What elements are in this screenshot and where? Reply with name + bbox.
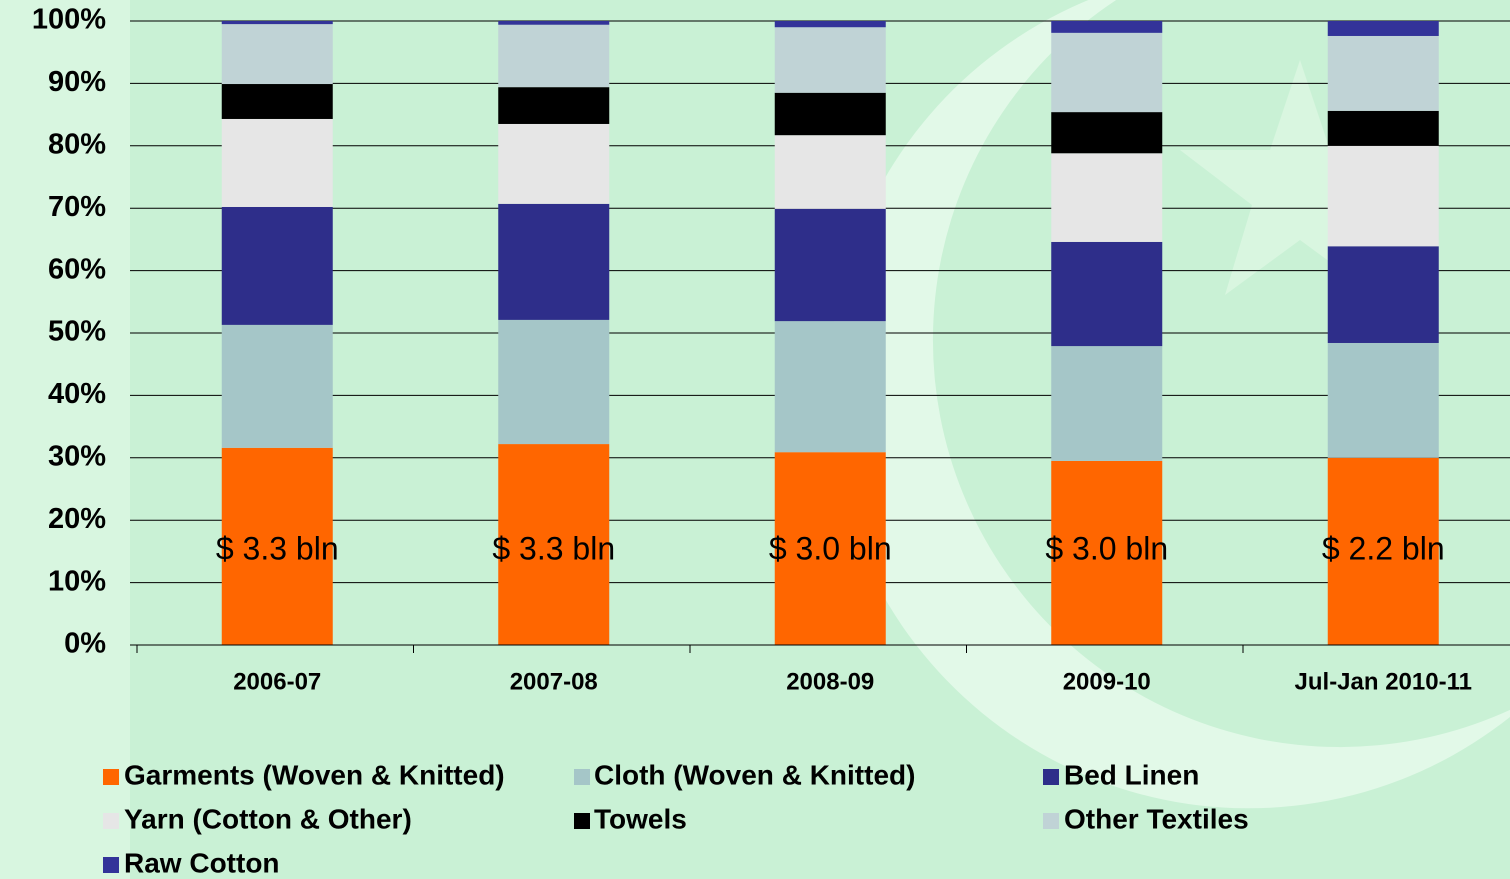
bar-segment [221, 84, 333, 119]
bar-segment [498, 123, 610, 204]
bar-segment [774, 208, 886, 322]
legend-label: Other Textiles [1064, 803, 1249, 834]
x-tick-label: 2006-07 [233, 668, 321, 695]
y-tick-label: 50% [48, 316, 106, 348]
background-band [0, 0, 130, 879]
x-tick-label: 2009-10 [1063, 668, 1151, 695]
legend-label: Towels [594, 803, 687, 834]
bar-segment [498, 87, 610, 124]
bar-segment [774, 21, 886, 28]
y-tick-label: 30% [48, 440, 106, 472]
bar-segment [221, 118, 333, 207]
legend-swatch [1043, 769, 1059, 785]
bar-segment [774, 27, 886, 93]
legend-label: Garments (Woven & Knitted) [124, 759, 505, 790]
legend-label: Cloth (Woven & Knitted) [594, 759, 915, 790]
y-tick-label: 0% [64, 628, 106, 660]
bar-segment [774, 321, 886, 453]
bar-segment [1051, 112, 1163, 154]
bar-segment [1327, 246, 1439, 343]
legend-label: Raw Cotton [124, 847, 280, 878]
bar-segment [1051, 32, 1163, 113]
bar-segment [774, 92, 886, 136]
bar-segment [498, 319, 610, 445]
bar-segment [774, 135, 886, 209]
bar-segment [1051, 241, 1163, 347]
bar-segment [1327, 21, 1439, 36]
legend-label: Yarn (Cotton & Other) [124, 803, 412, 834]
legend-swatch [103, 769, 119, 785]
legend-swatch [574, 769, 590, 785]
bar-segment [221, 447, 333, 645]
crescent [828, 0, 1510, 809]
legend-swatch [574, 813, 590, 829]
bar-segment [1327, 35, 1439, 111]
x-tick-label: 2008-09 [786, 668, 874, 695]
y-tick-label: 60% [48, 253, 106, 285]
bar-segment [1327, 457, 1439, 645]
star [1180, 60, 1420, 295]
bar-segment [1327, 110, 1439, 146]
y-tick-label: 20% [48, 503, 106, 535]
bar-segment [1327, 342, 1439, 458]
bar-segment [1051, 346, 1163, 461]
annotation: $ 3.3 bln [492, 530, 615, 566]
y-tick-label: 80% [48, 128, 106, 160]
bar-segment [1051, 460, 1163, 645]
y-tick-label: 40% [48, 378, 106, 410]
bar-segment [1327, 145, 1439, 247]
bar-segment [498, 444, 610, 645]
annotation: $ 3.0 bln [1045, 530, 1168, 566]
bar-segment [774, 452, 886, 645]
y-tick-label: 90% [48, 66, 106, 98]
bar-segment [221, 206, 333, 325]
annotation: $ 3.3 bln [216, 530, 339, 566]
legend-label: Bed Linen [1064, 759, 1199, 790]
annotation: $ 2.2 bln [1322, 530, 1445, 566]
legend-swatch [103, 857, 119, 873]
bar-segment [1051, 153, 1163, 242]
bar-segment [221, 324, 333, 448]
x-tick-label: 2007-08 [510, 668, 598, 695]
annotation: $ 3.0 bln [769, 530, 892, 566]
bar-segment [498, 203, 610, 320]
legend-swatch [1043, 813, 1059, 829]
y-tick-label: 100% [32, 4, 106, 36]
legend-swatch [103, 813, 119, 829]
bar-segment [221, 24, 333, 85]
y-tick-label: 10% [48, 565, 106, 597]
bar-segment [498, 24, 610, 88]
y-tick-label: 70% [48, 191, 106, 223]
x-tick-label: Jul-Jan 2010-11 [1295, 668, 1472, 695]
bar-segment [221, 21, 333, 25]
bar-segment [498, 21, 610, 25]
bar-segment [1051, 21, 1163, 33]
